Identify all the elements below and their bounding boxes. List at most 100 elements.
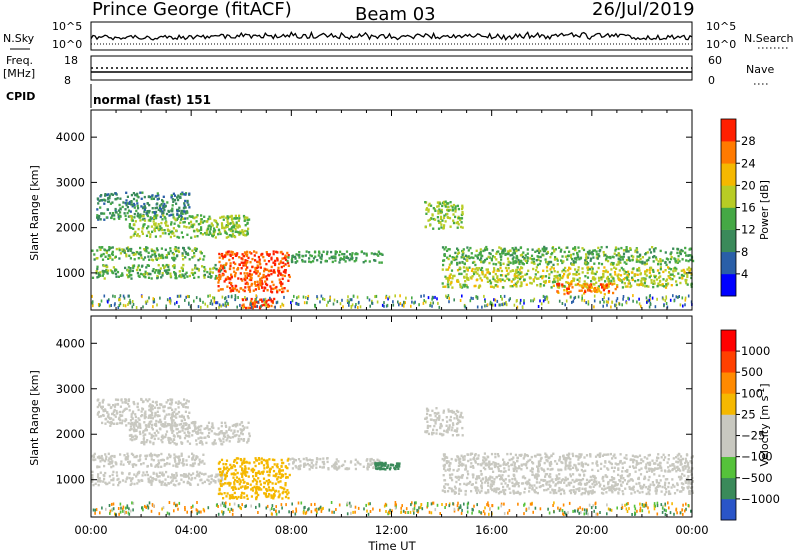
echo-pixel: [234, 274, 237, 277]
echo-pixel: [115, 268, 118, 272]
echo-pixel: [671, 277, 674, 281]
echo-pixel: [294, 257, 297, 260]
echo-pixel: [616, 274, 619, 277]
echo-pixel: [644, 272, 647, 276]
echo-pixel: [183, 422, 186, 425]
echo-pixel: [113, 217, 116, 221]
echo-pixel: [338, 465, 341, 468]
echo-pixel: [505, 301, 507, 304]
echo-pixel: [475, 267, 478, 270]
echo-pixel: [264, 300, 268, 303]
echo-pixel: [502, 251, 505, 254]
echo-pixel: [212, 267, 215, 270]
echo-pixel: [114, 398, 118, 401]
echo-pixel: [246, 230, 249, 233]
echo-pixel: [173, 256, 176, 259]
echo-pixel: [474, 284, 477, 288]
echo-pixel: [235, 254, 238, 257]
echo-pixel: [103, 474, 106, 478]
echo-pixel: [456, 247, 459, 250]
echo-pixel: [230, 276, 233, 279]
echo-pixel: [159, 418, 162, 422]
echo-pixel: [442, 409, 445, 412]
echo-pixel: [537, 305, 540, 308]
echo-pixel: [200, 218, 203, 221]
echo-pixel: [204, 302, 206, 306]
echo-pixel: [472, 256, 475, 260]
echo-pixel: [96, 208, 99, 211]
echo-pixel: [659, 283, 662, 287]
echo-pixel: [132, 234, 135, 237]
echo-pixel: [541, 277, 544, 280]
echo-pixel: [133, 455, 136, 459]
echo-pixel: [233, 473, 236, 476]
echo-pixel: [114, 461, 117, 464]
echo-pixel: [530, 282, 533, 285]
echo-pixel: [598, 255, 601, 258]
echo-pixel: [207, 435, 210, 438]
echo-pixel: [233, 287, 237, 290]
echo-pixel: [322, 466, 325, 469]
echo-pixel: [171, 251, 174, 255]
echo-pixel: [183, 436, 187, 440]
echo-pixel: [142, 471, 145, 474]
echo-pixel: [164, 248, 167, 251]
echo-pixel: [156, 455, 159, 458]
echo-pixel: [673, 257, 676, 260]
echo-pixel: [169, 272, 172, 275]
echo-pixel: [133, 427, 136, 430]
echo-pixel: [294, 459, 297, 462]
echo-pixel: [150, 255, 153, 258]
echo-pixel: [577, 246, 580, 249]
echo-pixel: [162, 214, 165, 217]
echo-pixel: [654, 247, 657, 250]
echo-pixel: [150, 426, 154, 429]
echo-pixel: [473, 272, 476, 276]
echo-pixel: [147, 195, 150, 199]
echo-pixel: [198, 425, 201, 428]
echo-pixel: [195, 249, 198, 252]
echo-pixel: [676, 261, 679, 264]
echo-pixel: [384, 468, 387, 471]
echo-pixel: [156, 249, 159, 252]
echo-pixel: [231, 253, 234, 256]
echo-pixel: [350, 254, 353, 257]
echo-pixel: [146, 439, 149, 442]
echo-pixel: [610, 281, 613, 284]
echo-pixel: [629, 248, 632, 251]
echo-pixel: [151, 407, 154, 411]
echo-pixel: [272, 283, 275, 287]
echo-pixel: [499, 247, 503, 250]
echo-pixel: [499, 261, 502, 265]
colorbar-tick-label: 20: [741, 178, 756, 192]
echo-pixel: [279, 272, 282, 275]
echo-pixel: [626, 278, 629, 281]
echo-pixel: [425, 208, 428, 211]
echo-pixel: [525, 261, 529, 264]
echo-pixel: [155, 226, 158, 229]
echo-pixel: [253, 299, 257, 303]
echo-pixel: [651, 246, 654, 249]
echo-pixel: [569, 267, 572, 270]
echo-pixel: [436, 417, 439, 420]
echo-pixel: [176, 455, 179, 459]
echo-pixel: [622, 249, 626, 252]
echo-pixel: [470, 256, 473, 259]
echo-pixel: [234, 262, 237, 266]
echo-pixel: [532, 299, 534, 303]
echo-pixel: [165, 269, 169, 272]
echo-pixel: [158, 272, 161, 275]
echo-pixel: [243, 457, 246, 461]
echo-pixel: [112, 410, 115, 413]
echo-pixel: [362, 261, 365, 264]
colorbar-tick-label: 16: [741, 201, 756, 215]
echo-pixel: [686, 273, 689, 277]
echo-pixel: [441, 434, 444, 437]
echo-pixel: [218, 267, 221, 270]
echo-pixel: [155, 424, 158, 427]
echo-pixel: [105, 251, 108, 254]
echo-pixel: [609, 255, 612, 259]
echo-pixel: [246, 253, 249, 256]
echo-pixel: [644, 262, 647, 266]
echo-pixel: [271, 482, 274, 485]
